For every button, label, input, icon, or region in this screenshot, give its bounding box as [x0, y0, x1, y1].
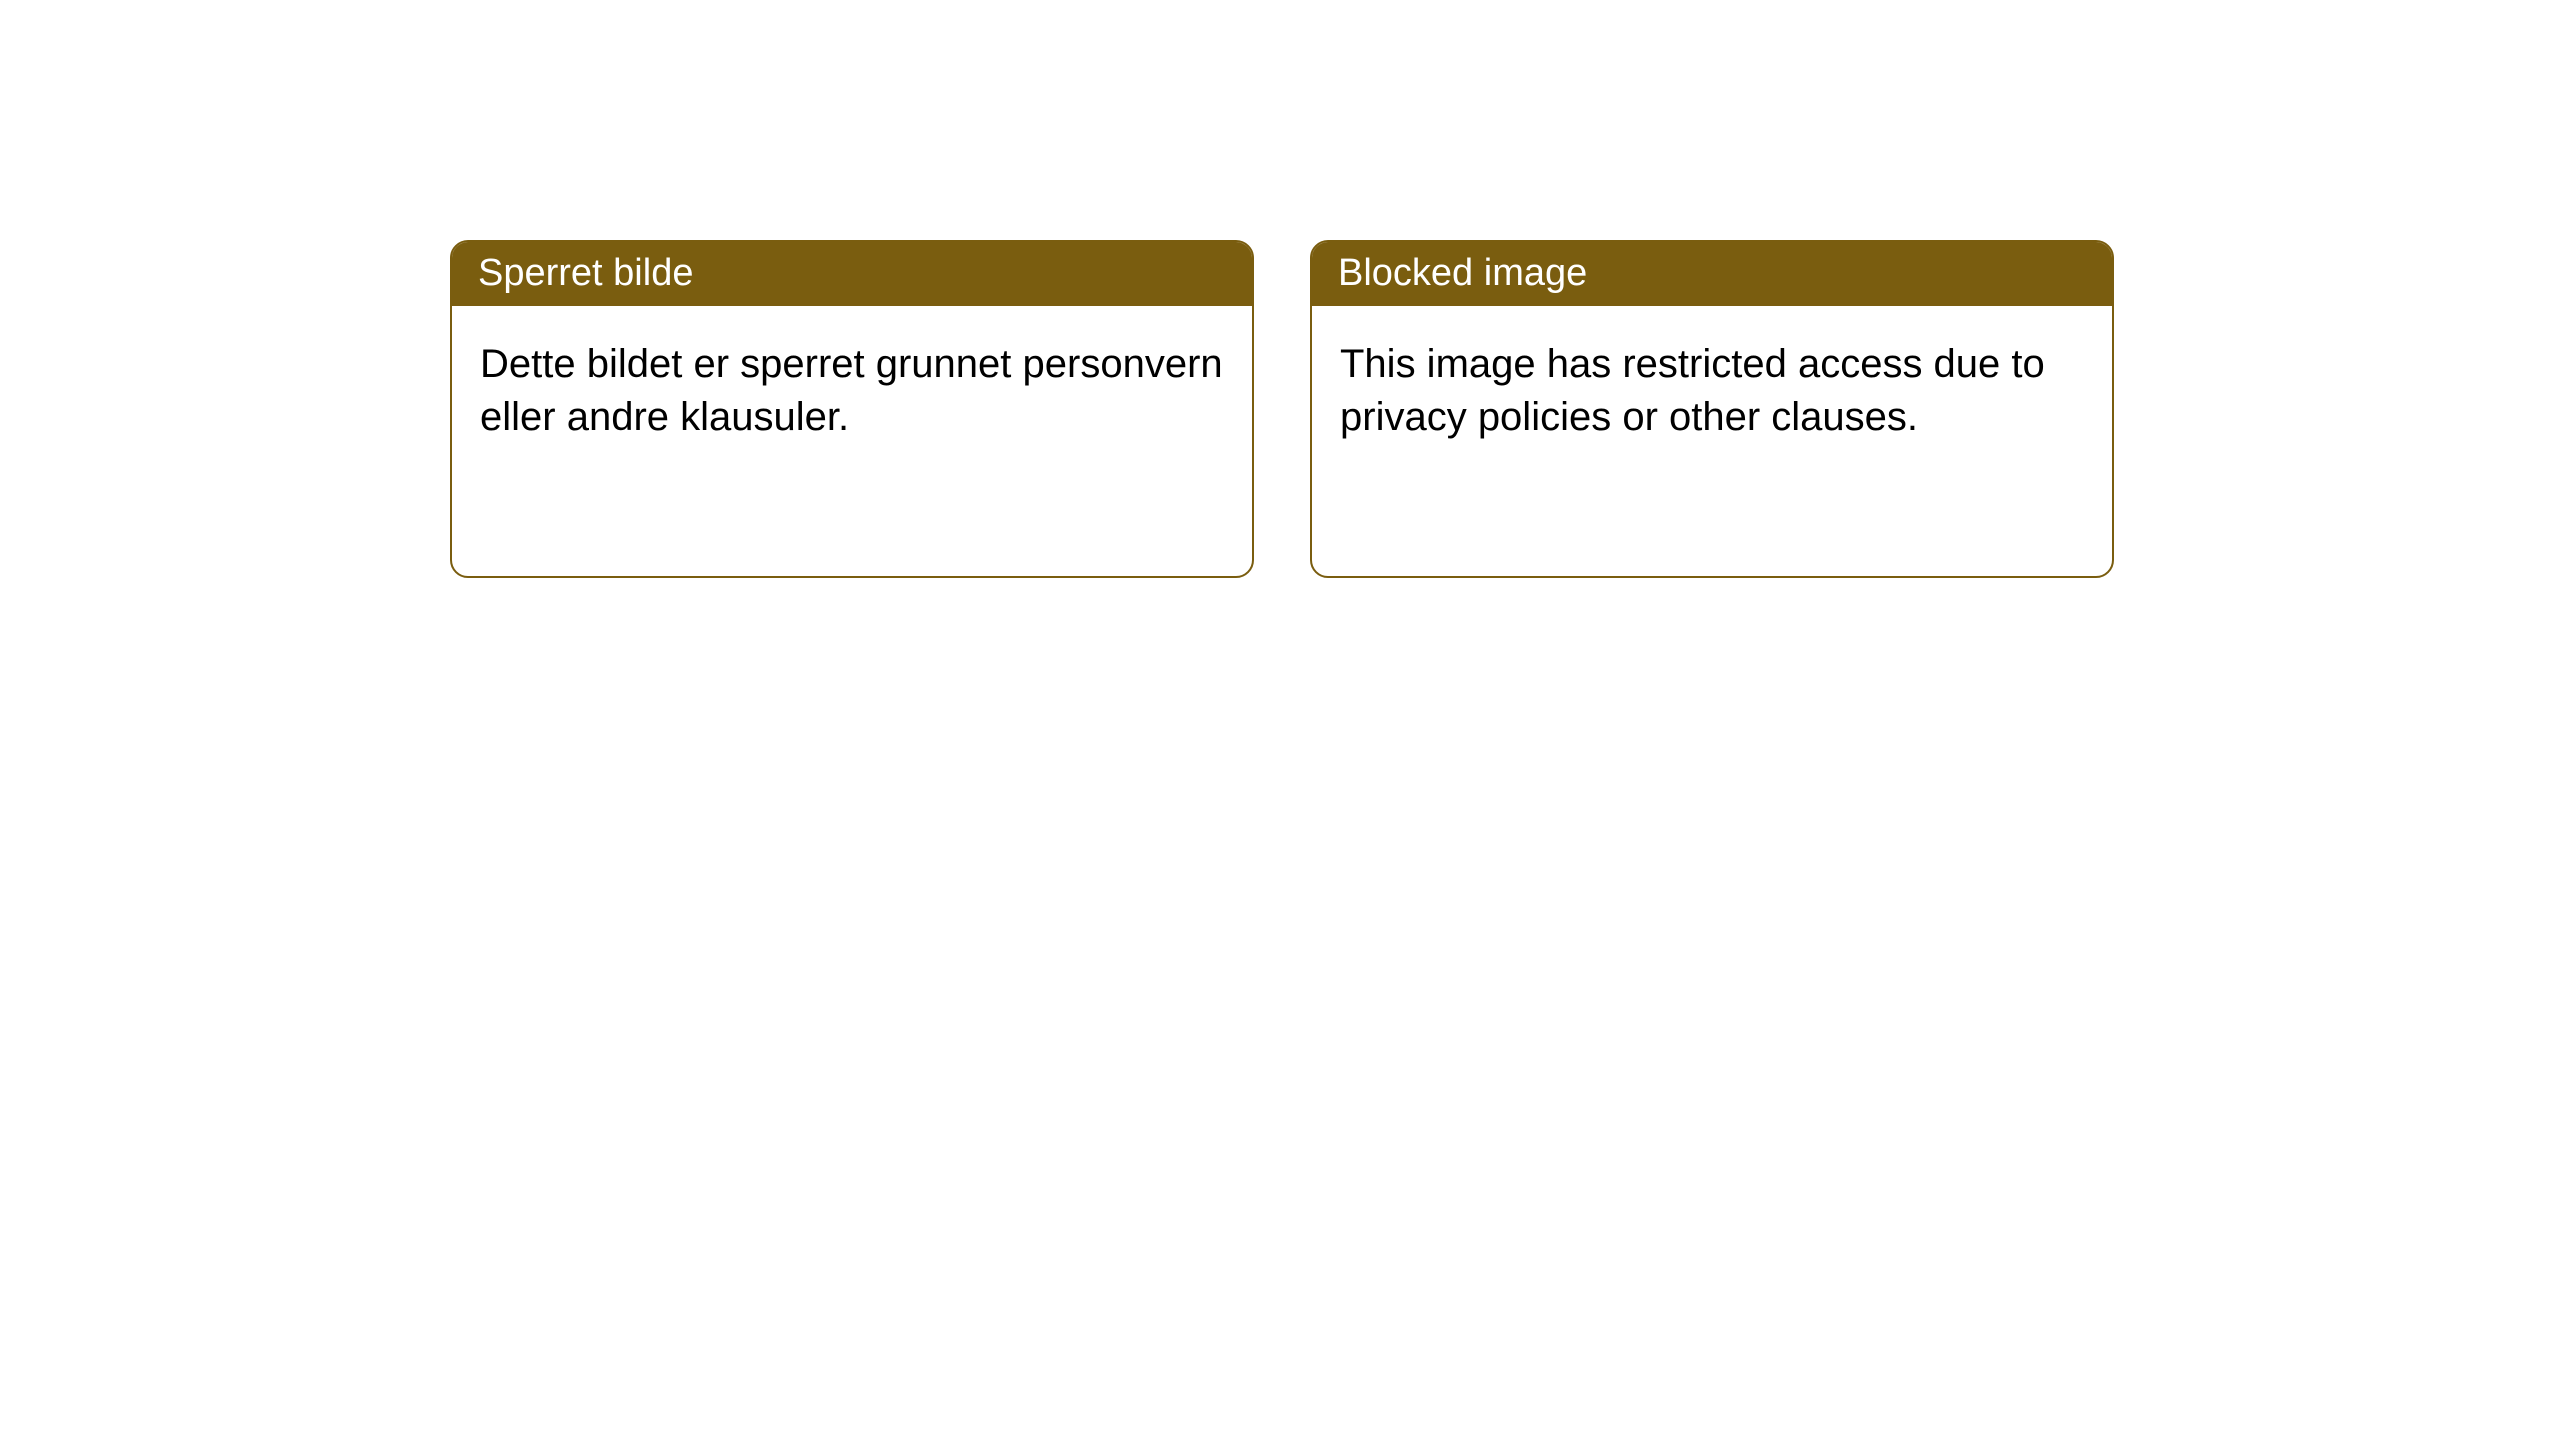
card-header-no: Sperret bilde	[452, 242, 1252, 306]
blocked-image-card-no: Sperret bilde Dette bildet er sperret gr…	[450, 240, 1254, 578]
card-body-no: Dette bildet er sperret grunnet personve…	[452, 306, 1252, 444]
blocked-image-card-en: Blocked image This image has restricted …	[1310, 240, 2114, 578]
blocked-image-notice-container: Sperret bilde Dette bildet er sperret gr…	[0, 0, 2560, 578]
card-header-en: Blocked image	[1312, 242, 2112, 306]
card-body-en: This image has restricted access due to …	[1312, 306, 2112, 444]
